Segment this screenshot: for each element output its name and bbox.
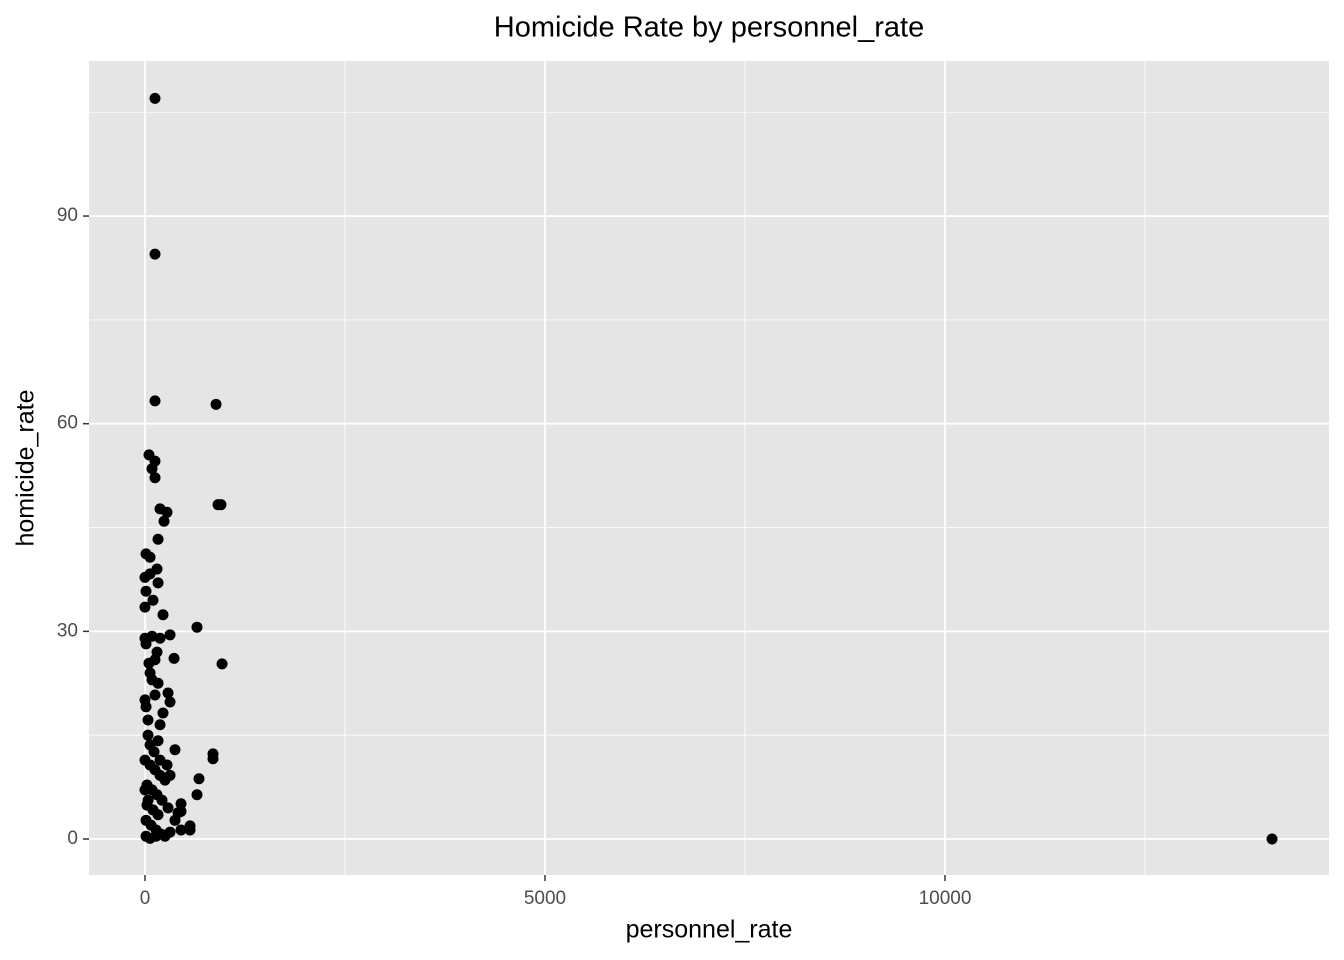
point [158,515,170,527]
point [139,601,151,613]
point [1266,833,1278,845]
point [150,830,162,842]
point [156,794,168,806]
y-tick-label: 30 [57,620,78,641]
point [191,789,203,801]
point [169,814,181,826]
point [142,794,154,806]
point [161,506,173,518]
point [144,551,156,563]
point [149,395,161,407]
point [152,577,164,589]
point [184,824,196,836]
x-tick-label: 0 [140,888,151,909]
point [148,746,160,758]
y-tick-label: 0 [67,828,78,849]
point [169,744,181,756]
point [207,753,219,765]
point [175,798,187,810]
point [139,784,151,796]
point [140,701,152,713]
panel [89,61,1329,875]
y-tick-label: 60 [57,413,78,434]
point [159,830,171,842]
point [210,398,222,410]
x-axis-title: personnel_rate [626,916,793,944]
point [164,629,176,641]
point [144,568,156,580]
point [164,696,176,708]
point [154,719,166,731]
point [161,759,173,771]
point [168,652,180,664]
point [193,773,205,785]
point [151,646,163,658]
point [149,472,161,484]
point [159,774,171,786]
point [152,677,164,689]
point [149,92,161,104]
point [147,594,159,606]
point [152,533,164,545]
y-tick-label: 90 [57,205,78,226]
chart-title: Homicide Rate by personnel_rate [494,12,924,44]
point [143,657,155,669]
point [152,809,164,821]
y-axis-title: homicide_rate [12,389,40,546]
point [142,714,154,726]
point [149,248,161,260]
point [175,824,187,836]
point [162,687,174,699]
x-tick-label: 5000 [524,888,566,909]
point [191,621,203,633]
point [215,499,227,511]
point [157,707,169,719]
x-tick-label: 10000 [919,888,972,909]
point [162,802,174,814]
point [140,638,152,650]
point [216,658,228,670]
point [149,689,161,701]
point [142,729,154,741]
point [140,585,152,597]
point [146,463,158,475]
point [157,609,169,621]
point [154,632,166,644]
